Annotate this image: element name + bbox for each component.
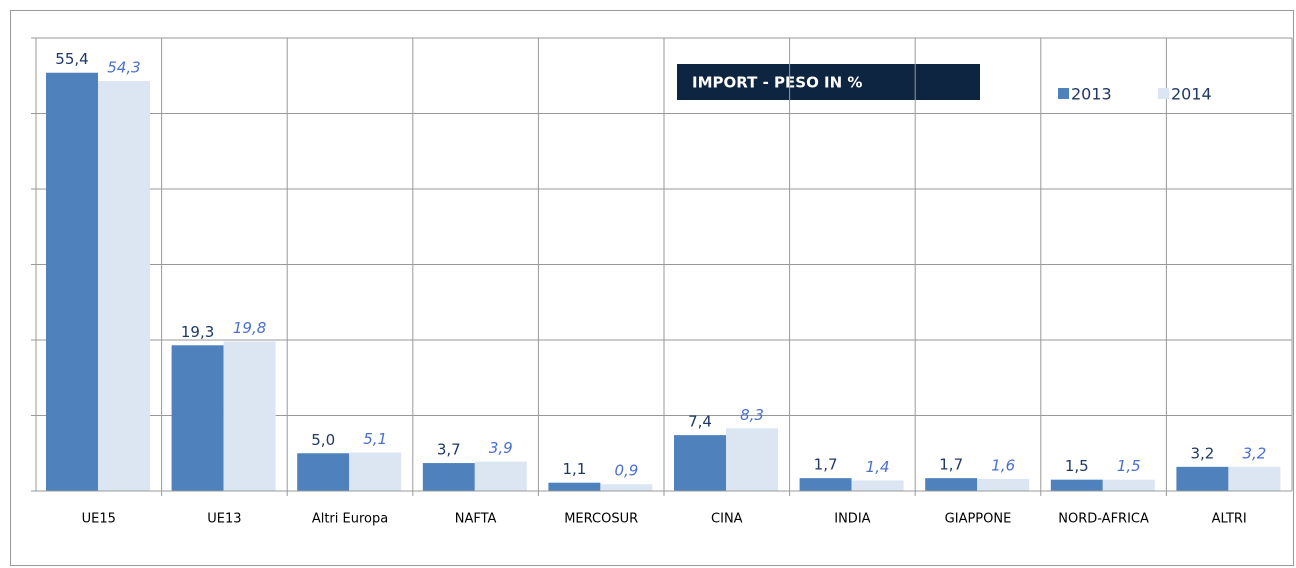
bar [674, 435, 726, 491]
bar [1050, 479, 1103, 491]
value-label: 3,7 [437, 441, 461, 459]
bar [171, 345, 224, 491]
value-label: 19,8 [233, 319, 266, 337]
bar [1176, 466, 1229, 491]
bar [422, 463, 475, 491]
value-label: 1,4 [866, 458, 890, 476]
value-label: 3,2 [1242, 444, 1266, 462]
value-label: 7,4 [688, 413, 712, 431]
value-label: 54,3 [107, 59, 140, 77]
bar [349, 452, 402, 491]
value-label: 1,5 [1065, 457, 1089, 475]
value-label: 8,3 [740, 406, 764, 424]
bar [600, 484, 653, 491]
legend-label: 2014 [1171, 85, 1212, 104]
x-tick-label: ALTRI [1212, 512, 1247, 527]
bar [223, 341, 276, 491]
legend-swatch [1158, 88, 1169, 99]
value-label: 3,9 [489, 439, 513, 457]
bar [474, 461, 527, 491]
value-label: 1,7 [939, 456, 963, 474]
value-label: 5,1 [363, 430, 387, 448]
x-tick-label: GIAPPONE [945, 512, 1012, 527]
x-tick-label: UE15 [82, 512, 116, 527]
value-label: 3,2 [1190, 444, 1214, 462]
value-label: 19,3 [181, 323, 214, 341]
value-label: 55,4 [55, 50, 88, 68]
bar [726, 428, 778, 491]
bar [297, 453, 350, 491]
x-tick-label: INDIA [834, 512, 870, 527]
chart-title: IMPORT - PESO IN % [692, 74, 862, 92]
title-box [677, 64, 980, 100]
bar [925, 478, 978, 491]
value-label: 0,9 [614, 462, 638, 480]
bar [548, 482, 601, 491]
bar [799, 478, 852, 491]
legend-label: 2013 [1071, 85, 1112, 104]
bar [98, 81, 150, 491]
bar [977, 478, 1030, 491]
x-tick-label: UE13 [207, 512, 241, 527]
legend-swatch [1058, 88, 1069, 99]
bar [46, 72, 98, 491]
x-tick-label: CINA [711, 512, 743, 527]
bar [1102, 479, 1155, 491]
bar [851, 480, 904, 491]
value-label: 1,1 [562, 460, 586, 478]
value-label: 1,6 [991, 456, 1015, 474]
bar [1228, 466, 1281, 491]
x-tick-label: NAFTA [455, 512, 497, 527]
value-label: 1,7 [814, 456, 838, 474]
x-tick-label: Altri Europa [312, 512, 388, 527]
x-tick-label: NORD-AFRICA [1058, 512, 1149, 527]
value-label: 1,5 [1117, 457, 1141, 475]
value-label: 5,0 [311, 431, 335, 449]
x-tick-label: MERCOSUR [564, 512, 638, 527]
